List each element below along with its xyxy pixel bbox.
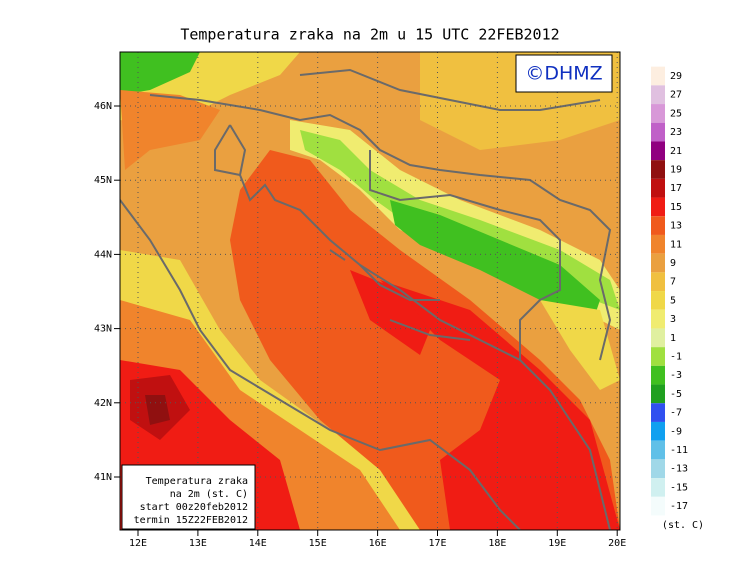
colorbar-label: 21 [670, 146, 682, 157]
colorbar-swatch [651, 328, 665, 348]
colorbar-swatch [651, 104, 665, 123]
logo-box [515, 54, 613, 93]
colorbar-swatch [651, 272, 665, 292]
colorbar-label: 7 [670, 277, 676, 288]
lat-label: 43N [94, 324, 112, 335]
colorbar-swatch [651, 421, 665, 441]
colorbar-label: -3 [670, 370, 682, 381]
colorbar-label: 25 [670, 108, 682, 119]
lon-label: 13E [189, 538, 207, 549]
legend-line: Temperatura zraka [146, 476, 248, 487]
colorbar-swatch [651, 197, 665, 217]
colorbar-unit: (st. C) [662, 520, 704, 531]
colorbar-label: 5 [670, 295, 676, 306]
colorbar-label: -11 [670, 445, 688, 456]
graticule: 46N 45N 44N 43N 42N 41N 12E 13E 14E 15E 16E 17E 18E 1… [94, 52, 626, 549]
colorbar-swatch [651, 347, 665, 366]
legend-line: termin 15Z22FEB2012 [134, 515, 248, 526]
colorbar-swatch [651, 403, 665, 422]
colorbar-label: 9 [670, 258, 676, 269]
colorbar-label: 19 [670, 165, 682, 176]
lat-label: 44N [94, 249, 112, 260]
legend-line: start 00z20feb2012 [140, 502, 248, 513]
colorbar-swatch [651, 309, 665, 329]
colorbar-label: -5 [670, 389, 682, 400]
colorbar-label: 17 [670, 183, 682, 194]
colorbar-swatch [651, 122, 665, 142]
colorbar-swatch [651, 440, 665, 460]
colorbar-swatch [651, 253, 665, 273]
colorbar-label: -9 [670, 426, 682, 437]
colorbar-swatch [651, 365, 665, 385]
colorbar-label: 11 [670, 239, 682, 250]
colorbar-swatch [651, 160, 665, 179]
colorbar-swatch [651, 478, 665, 497]
colorbar-swatch [651, 66, 665, 86]
colorbar-label: 29 [670, 71, 682, 82]
map-frame [119, 51, 621, 531]
coastlines-borders [120, 68, 612, 530]
lat-label: 46N [94, 101, 112, 112]
colorbar: 29 27 25 23 21 19 17 15 13 11 9 7 5 3 1 -1 -3 -5 -7 -9 -11 -1… [651, 66, 688, 516]
colorbar-label: -1 [670, 352, 682, 363]
colorbar-swatch [651, 459, 665, 479]
lon-label: 15E [309, 538, 327, 549]
colorbar-swatch [651, 216, 665, 235]
colorbar-label: -7 [670, 408, 682, 419]
lon-label: 20E [608, 538, 626, 549]
colorbar-label: 23 [670, 127, 682, 138]
colorbar-label: 1 [670, 333, 676, 344]
colorbar-label: 3 [670, 314, 676, 325]
lon-label: 12E [129, 538, 147, 549]
colorbar-swatch [651, 234, 665, 254]
colorbar-label: -13 [670, 464, 688, 475]
colorbar-label: 27 [670, 90, 682, 101]
temperature-field [120, 52, 620, 530]
colorbar-swatch [651, 496, 665, 516]
legend-box [121, 464, 256, 530]
lat-label: 41N [94, 472, 112, 483]
lat-label: 42N [94, 398, 112, 409]
colorbar-swatch [651, 141, 665, 161]
lon-label: 18E [488, 538, 506, 549]
lon-label: 16E [369, 538, 387, 549]
colorbar-swatch [651, 178, 665, 198]
colorbar-label: -15 [670, 482, 688, 493]
legend-line: na 2m (st. C) [170, 489, 248, 500]
colorbar-swatch [651, 85, 665, 105]
colorbar-swatch [651, 291, 665, 310]
colorbar-label: -17 [670, 501, 688, 512]
lon-label: 17E [428, 538, 446, 549]
lat-label: 45N [94, 175, 112, 186]
lon-label: 19E [548, 538, 566, 549]
colorbar-swatch [651, 384, 665, 404]
logo: ©DHMZ [525, 63, 602, 85]
lon-label: 14E [249, 538, 267, 549]
colorbar-label: 15 [670, 202, 682, 213]
colorbar-label: 13 [670, 221, 682, 232]
title: Temperatura zraka na 2m u 15 UTC 22FEB20… [180, 26, 559, 44]
